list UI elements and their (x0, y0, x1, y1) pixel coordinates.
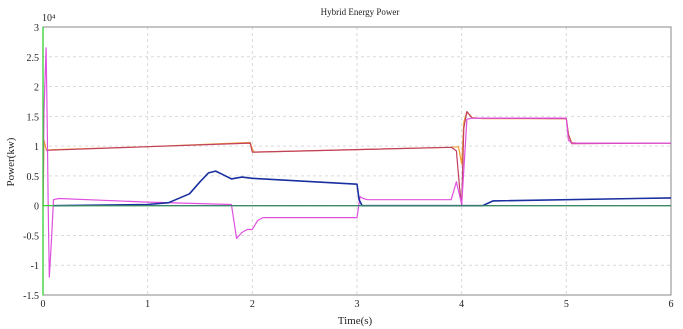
y-tick-label-9: 3 (34, 23, 39, 34)
chart-title: Hybrid Energy Power (321, 7, 400, 17)
y-tick-label-3: 0 (34, 202, 39, 213)
y-tick-label-6: 1.5 (27, 112, 40, 123)
y-tick-label-8: 2.5 (27, 53, 40, 64)
y-axis-label: Power(kw) (5, 137, 17, 186)
x-tick-label-5: 5 (564, 299, 569, 310)
y-tick-label-5: 1 (34, 142, 39, 153)
y-tick-label-0: -1.5 (23, 291, 39, 302)
series-group (42, 27, 672, 296)
x-tick-labels: 0 1 2 3 4 5 6 (41, 299, 674, 310)
y-multiplier-label: 10⁴ (42, 13, 56, 24)
x-axis-label: Time(s) (338, 315, 373, 327)
x-tick-label-2: 2 (250, 299, 255, 310)
y-tick-labels: -1.5 -1 -0.5 0 0.5 1 1.5 2 2.5 3 (23, 23, 39, 302)
series-line-2 (42, 47, 671, 278)
x-tick-label-3: 3 (355, 299, 360, 310)
y-tick-label-1: -1 (31, 261, 39, 272)
y-tick-label-4: 0.5 (27, 172, 40, 183)
y-tick-label-2: -0.5 (23, 231, 39, 242)
x-tick-label-4: 4 (459, 299, 464, 310)
grid (42, 26, 672, 296)
x-tick-label-6: 6 (669, 299, 674, 310)
x-tick-label-1: 1 (145, 299, 150, 310)
x-tick-label-0: 0 (41, 299, 46, 310)
y-tick-label-7: 2 (34, 83, 39, 94)
